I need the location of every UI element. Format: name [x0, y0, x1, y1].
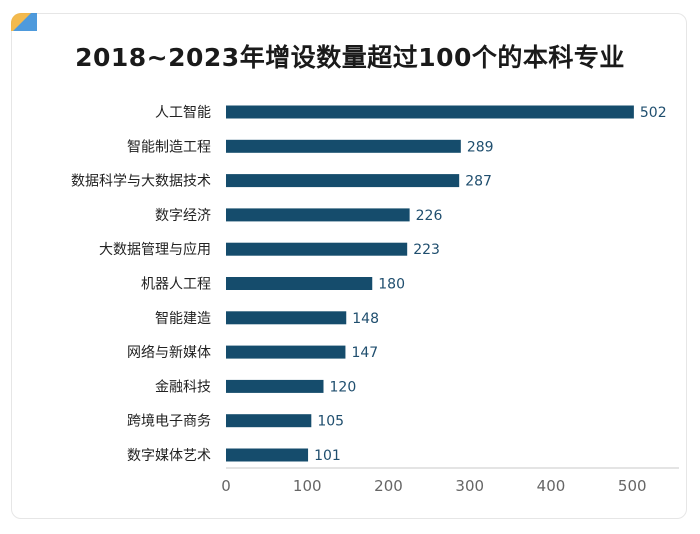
value-label: 101 — [314, 448, 341, 464]
value-label: 180 — [378, 277, 405, 293]
x-tick-label: 300 — [455, 477, 484, 495]
value-label: 502 — [640, 105, 667, 121]
bar — [226, 414, 312, 428]
category-label: 网络与新媒体 — [127, 345, 211, 361]
category-label: 数据科学与大数据技术 — [71, 174, 211, 190]
x-tick-label: 200 — [374, 477, 403, 495]
bar — [226, 379, 324, 393]
category-label: 数字媒体艺术 — [127, 448, 211, 464]
bar — [226, 311, 347, 325]
chart-card — [11, 13, 687, 519]
category-label: 机器人工程 — [141, 277, 211, 293]
value-label: 105 — [317, 414, 344, 430]
x-tick-label: 100 — [293, 477, 322, 495]
value-label: 223 — [413, 242, 440, 258]
category-label: 智能制造工程 — [127, 139, 211, 155]
bar — [226, 345, 346, 359]
category-label: 人工智能 — [155, 105, 211, 121]
category-label: 金融科技 — [155, 379, 211, 395]
bar — [226, 208, 410, 222]
value-label: 120 — [330, 379, 357, 395]
bar — [226, 139, 461, 153]
bar — [226, 277, 373, 290]
value-label: 226 — [416, 208, 443, 224]
x-tick-label: 400 — [537, 477, 566, 495]
bar — [226, 448, 309, 462]
bar — [226, 174, 460, 188]
chart-title: 2018~2023年增设数量超过100个的本科专业 — [75, 43, 625, 72]
category-label: 智能建造 — [155, 311, 211, 327]
corner-accent — [11, 13, 37, 31]
bar — [226, 105, 634, 119]
value-label: 147 — [351, 345, 378, 361]
value-label: 148 — [352, 311, 379, 327]
category-label: 大数据管理与应用 — [99, 241, 211, 258]
value-label: 287 — [465, 174, 492, 190]
category-label: 跨境电子商务 — [127, 414, 211, 430]
x-tick-label: 0 — [221, 477, 231, 495]
category-label: 数字经济 — [155, 208, 211, 224]
bar — [226, 242, 408, 256]
x-tick-label: 500 — [618, 477, 647, 495]
value-label: 289 — [467, 139, 494, 155]
